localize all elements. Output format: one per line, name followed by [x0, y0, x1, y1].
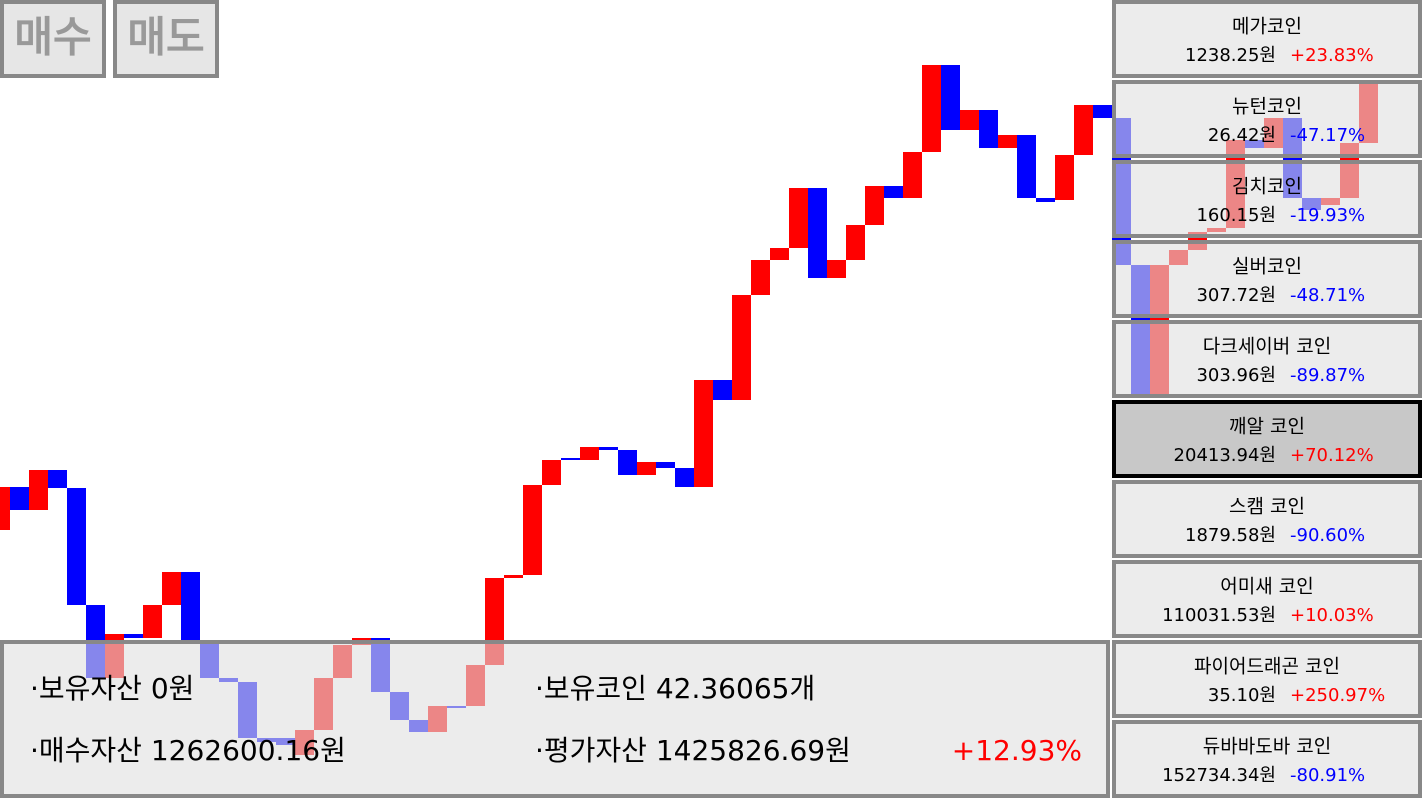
coin-change[interactable]: -80.91%: [1290, 765, 1365, 786]
candle: [0, 487, 10, 530]
coin-price[interactable]: 152734.34원: [1162, 765, 1276, 786]
coin-item[interactable]: [1112, 560, 1422, 638]
coin-price[interactable]: 307.72원: [1196, 285, 1276, 306]
candle: [922, 65, 941, 152]
candle: [884, 186, 903, 198]
coin-name[interactable]: 뉴턴코인: [1232, 96, 1302, 118]
summary-valuation: ·평가자산 1425826.69원: [535, 734, 851, 767]
candle: [1017, 135, 1036, 198]
candle: [979, 110, 998, 148]
summary-held-coins: ·보유코인 42.36065개: [535, 672, 815, 705]
button[interactable]: [113, 0, 219, 78]
coin-name[interactable]: 파이어드래곤 코인: [1194, 656, 1340, 678]
candle: [637, 462, 656, 475]
candle: [903, 152, 922, 198]
candle: [789, 188, 808, 248]
candle: [998, 135, 1017, 148]
candle: [124, 634, 143, 638]
candle: [504, 575, 523, 578]
coin-item[interactable]: [1112, 480, 1422, 558]
coin-item[interactable]: [1112, 80, 1422, 158]
candle: [656, 462, 675, 468]
candle: [751, 260, 770, 295]
candle: [181, 572, 200, 640]
coin-price[interactable]: 160.15원: [1196, 205, 1276, 226]
coin-name[interactable]: 실버코인: [1232, 256, 1302, 278]
coin-price[interactable]: 26.42원: [1208, 125, 1276, 146]
coin-change[interactable]: +70.12%: [1290, 445, 1374, 466]
coin-price[interactable]: 110031.53원: [1162, 605, 1276, 626]
coin-name[interactable]: 어미새 코인: [1220, 576, 1313, 598]
coin-name[interactable]: 메가코인: [1232, 16, 1302, 38]
candle: [1055, 155, 1074, 200]
coin-name[interactable]: 깨알 코인: [1229, 416, 1305, 438]
candle: [1074, 105, 1093, 155]
candle: [941, 65, 960, 130]
candle: [618, 450, 637, 475]
candle: [675, 468, 694, 487]
coin-change[interactable]: -90.60%: [1290, 525, 1365, 546]
candle: [67, 488, 86, 605]
candle: [523, 485, 542, 575]
coin-item[interactable]: [1112, 320, 1422, 398]
summary-bought: ·매수자산 1262600.16원: [30, 734, 346, 767]
candle: [827, 260, 846, 278]
button[interactable]: [0, 0, 106, 78]
coin-change[interactable]: +23.83%: [1290, 45, 1374, 66]
coin-name[interactable]: 다크세이버 코인: [1203, 336, 1331, 358]
coin-change[interactable]: -19.93%: [1290, 205, 1365, 226]
candle: [770, 248, 789, 260]
coin-change[interactable]: -89.87%: [1290, 365, 1365, 386]
button-label[interactable]: 매수: [14, 13, 91, 62]
coin-price[interactable]: 20413.94원: [1174, 445, 1276, 466]
candle: [1093, 105, 1112, 118]
candle: [808, 188, 827, 278]
coin-price[interactable]: 1879.58원: [1185, 525, 1276, 546]
candle: [29, 470, 48, 510]
candle: [694, 380, 713, 487]
summary-held-cash: ·보유자산 0원: [30, 672, 194, 705]
summary-panel: [0, 640, 1110, 798]
candle: [10, 487, 29, 510]
coin-item[interactable]: [1112, 160, 1422, 238]
candle: [162, 572, 181, 605]
candle: [732, 295, 751, 400]
candle: [599, 447, 618, 450]
candle: [48, 470, 67, 488]
coin-change[interactable]: +250.97%: [1290, 685, 1385, 706]
candle: [865, 186, 884, 225]
candle: [143, 605, 162, 638]
coin-name[interactable]: 듀바바도바 코인: [1203, 736, 1331, 758]
coin-item[interactable]: [1112, 240, 1422, 318]
coin-item[interactable]: [1112, 400, 1422, 478]
candle: [713, 380, 732, 400]
coin-change[interactable]: -48.71%: [1290, 285, 1365, 306]
candle: [561, 458, 580, 460]
candle: [1036, 198, 1055, 202]
candle: [580, 447, 599, 460]
coin-price[interactable]: 303.96원: [1196, 365, 1276, 386]
coin-change[interactable]: -47.17%: [1290, 125, 1365, 146]
candle: [960, 110, 979, 130]
coin-item[interactable]: [1112, 720, 1422, 798]
coin-item[interactable]: [1112, 640, 1422, 718]
button-label[interactable]: 매도: [127, 13, 204, 62]
coin-item[interactable]: [1112, 0, 1422, 78]
coin-name[interactable]: 스캠 코인: [1229, 496, 1305, 518]
candle: [542, 460, 561, 485]
coin-name[interactable]: 김치코인: [1232, 176, 1302, 198]
coin-price[interactable]: 1238.25원: [1185, 45, 1276, 66]
summary-profit: +12.93%: [952, 734, 1082, 767]
coin-change[interactable]: +10.03%: [1290, 605, 1374, 626]
coin-price[interactable]: 35.10원: [1208, 685, 1276, 706]
candle: [846, 225, 865, 260]
